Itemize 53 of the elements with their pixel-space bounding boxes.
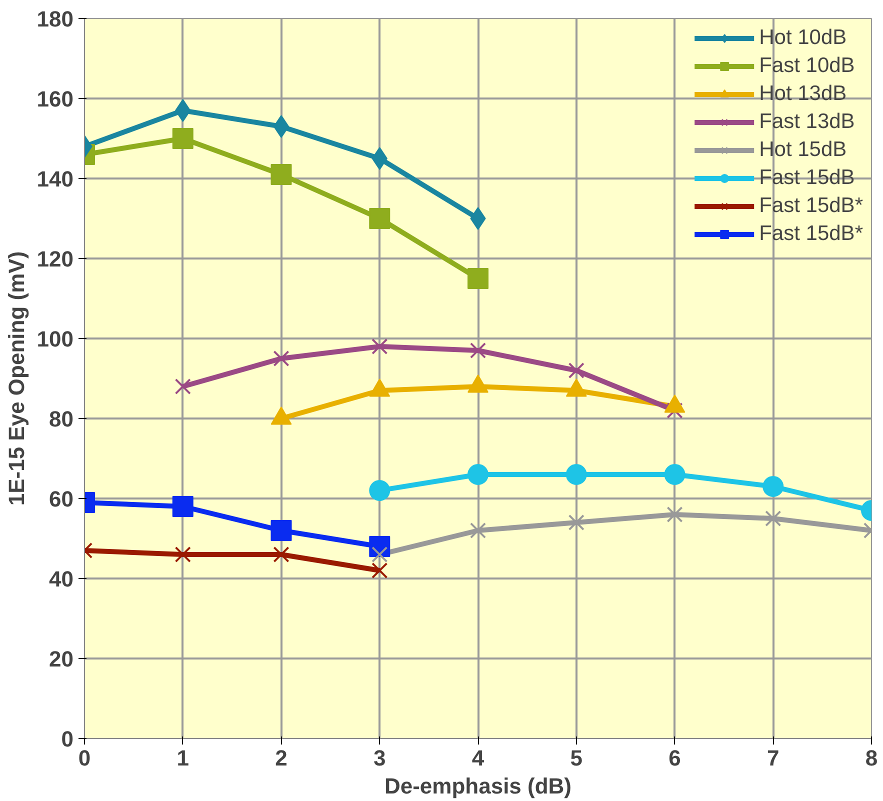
point xyxy=(468,268,488,289)
point xyxy=(369,208,390,229)
point xyxy=(174,546,191,563)
x-tick-label: 1 xyxy=(176,746,190,770)
point xyxy=(765,510,782,527)
y-tick-label: 20 xyxy=(49,646,74,672)
point xyxy=(568,514,584,531)
legend-label: Hot 10dB xyxy=(759,26,847,50)
point xyxy=(666,506,683,523)
legend-label: Fast 15dB xyxy=(759,166,855,190)
y-tick-label: 180 xyxy=(36,6,74,32)
point xyxy=(372,562,388,579)
point xyxy=(273,115,290,138)
point xyxy=(174,378,191,395)
point xyxy=(566,464,587,485)
x-tick-label: 6 xyxy=(668,746,681,770)
point xyxy=(468,464,488,485)
legend-label: Hot 15dB xyxy=(759,138,847,162)
x-tick-label: 2 xyxy=(275,746,288,770)
point xyxy=(270,520,292,541)
point xyxy=(664,464,686,485)
point xyxy=(270,164,292,185)
y-tick-label: 80 xyxy=(49,406,74,432)
point xyxy=(273,546,290,563)
point xyxy=(470,342,486,359)
point xyxy=(369,480,390,501)
legend-label: Fast 13dB xyxy=(759,110,855,134)
point xyxy=(273,350,290,367)
legend-label: Fast 10dB xyxy=(759,54,855,78)
y-tick-label: 120 xyxy=(36,246,74,272)
x-tick-label: 7 xyxy=(767,746,780,770)
y-axis-title: 1E-15 Eye Opening (mV) xyxy=(4,251,29,506)
x-axis-title: De-emphasis (dB) xyxy=(384,774,572,798)
x-tick-label: 4 xyxy=(472,746,485,770)
point xyxy=(372,338,388,355)
point xyxy=(470,522,486,539)
y-tick-label: 160 xyxy=(36,86,74,112)
x-tick-label: 5 xyxy=(570,746,583,770)
y-tick-label: 40 xyxy=(49,566,74,592)
y-tick-label: 100 xyxy=(36,326,74,352)
y-tick-label: 60 xyxy=(49,486,74,512)
y-tick-label: 0 xyxy=(61,726,74,752)
legend-label: Fast 15dB* xyxy=(759,222,863,246)
point xyxy=(172,496,194,517)
y-tick-label: 140 xyxy=(36,166,74,192)
legend-label: Hot 13dB xyxy=(759,82,847,106)
point xyxy=(172,128,194,149)
legend-label: Fast 15dB* xyxy=(759,194,863,218)
x-tick-label: 0 xyxy=(78,746,91,770)
x-tick-label: 3 xyxy=(374,746,386,770)
point xyxy=(762,476,784,497)
point xyxy=(568,362,584,379)
x-tick-label: 8 xyxy=(865,746,878,770)
